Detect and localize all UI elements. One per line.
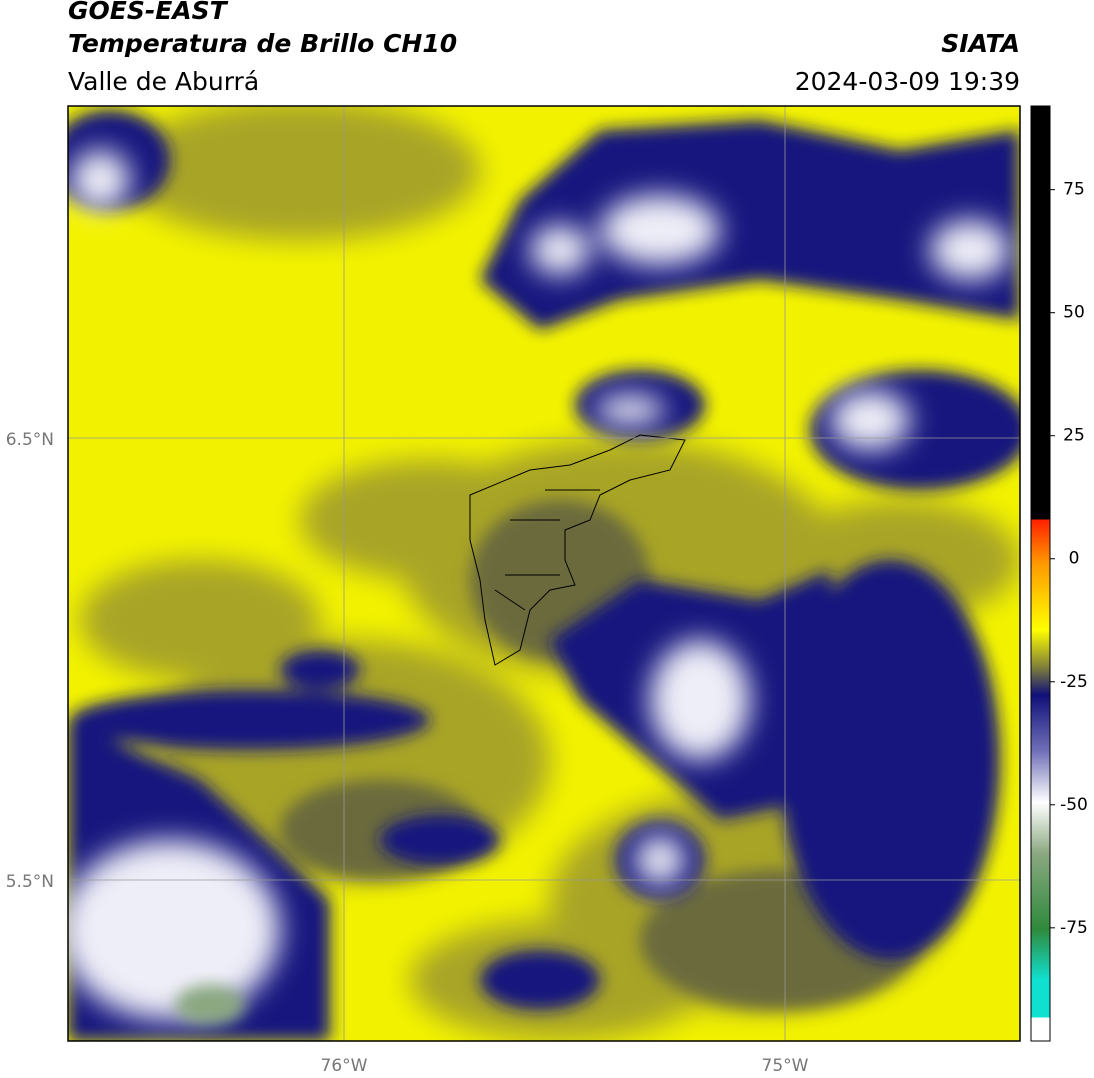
lat-label: 6.5°N bbox=[6, 430, 54, 450]
map-frame bbox=[67, 105, 1021, 1042]
colorbar-tick-label: 75 bbox=[1063, 180, 1085, 200]
colorbar-tick-label: 50 bbox=[1063, 303, 1085, 323]
colorbar bbox=[1030, 105, 1051, 1042]
satellite-image bbox=[68, 106, 1020, 1041]
colorbar-tick-label: -25 bbox=[1060, 672, 1088, 692]
graticule bbox=[68, 106, 1020, 1041]
region: Valle de Aburrá bbox=[68, 67, 259, 96]
colorbar-tick-label: -75 bbox=[1060, 918, 1088, 938]
colorbar-tick-label: -50 bbox=[1060, 795, 1088, 815]
lat-label: 5.5°N bbox=[6, 872, 54, 892]
datetime: 2024-03-09 19:39 bbox=[795, 67, 1020, 96]
subtitle: Temperatura de Brillo CH10 bbox=[68, 29, 457, 58]
colorbar-tick-label: 0 bbox=[1069, 549, 1080, 569]
source: SIATA bbox=[941, 29, 1020, 58]
title: GOES-EAST bbox=[68, 0, 229, 25]
lon-label: 76°W bbox=[321, 1056, 368, 1076]
colorbar-tick-label: 25 bbox=[1063, 426, 1085, 446]
valley-boundary bbox=[469, 434, 686, 666]
lon-label: 75°W bbox=[762, 1056, 809, 1076]
